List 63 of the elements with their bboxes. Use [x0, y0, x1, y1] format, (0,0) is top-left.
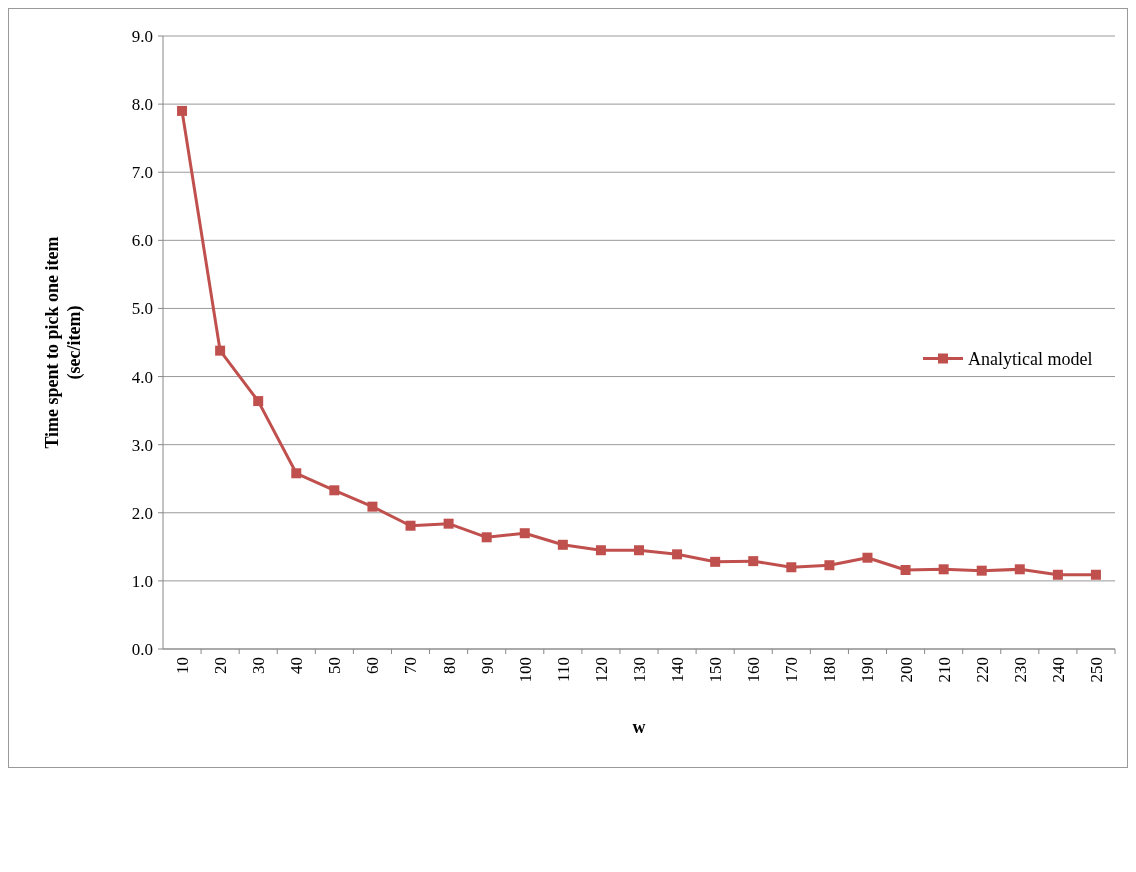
x-tick-label: 220 — [972, 657, 992, 683]
y-tick-label: 2.0 — [131, 503, 153, 523]
x-axis-title: w — [632, 717, 646, 737]
point — [215, 345, 226, 356]
x-tick-label: 90 — [477, 657, 497, 674]
x-tick-label: 250 — [1086, 657, 1106, 683]
x-tick-label: 140 — [668, 657, 688, 683]
x-tick-label: 40 — [287, 657, 307, 674]
point — [900, 564, 911, 575]
x-tick-label: 200 — [896, 657, 916, 683]
x-tick-label: 20 — [211, 657, 231, 674]
x-tick-label: 170 — [782, 657, 802, 683]
x-tick-label: 180 — [820, 657, 840, 683]
point — [519, 528, 530, 539]
x-tick-label: 210 — [934, 657, 954, 683]
point — [177, 105, 188, 116]
x-tick-label: 160 — [744, 657, 764, 683]
y-axis-title: Time spent to pick one item (sec/item) — [42, 236, 85, 449]
y-tick-label: 0.0 — [131, 639, 153, 659]
point — [786, 562, 797, 573]
point — [405, 520, 416, 531]
point — [710, 556, 721, 567]
point — [1052, 569, 1063, 580]
x-tick-label: 120 — [591, 657, 611, 683]
y-tick-label: 6.0 — [131, 231, 153, 251]
point — [976, 565, 987, 576]
x-tick-label: 240 — [1048, 657, 1068, 683]
x-tick-label: 50 — [325, 657, 345, 674]
x-tick-label: 150 — [706, 657, 726, 683]
y-tick-label: 3.0 — [131, 435, 153, 455]
point — [557, 539, 568, 550]
x-tick-label: 30 — [249, 657, 269, 674]
x-tick-label: 80 — [439, 657, 459, 674]
point — [481, 532, 492, 543]
x-tick-label: 190 — [858, 657, 878, 683]
point — [595, 545, 606, 556]
x-tick-label: 10 — [172, 657, 192, 674]
y-tick-label: 9.0 — [131, 26, 153, 46]
x-tick-label: 230 — [1010, 657, 1030, 683]
point — [862, 552, 873, 563]
point — [634, 545, 644, 556]
x-tick-label: 110 — [553, 657, 573, 682]
y-tick-label: 8.0 — [131, 95, 153, 115]
point — [329, 485, 340, 496]
y-tick-label: 5.0 — [131, 299, 153, 319]
point — [748, 556, 759, 567]
y-tick-label: 4.0 — [131, 367, 153, 387]
y-tick-label: 7.0 — [131, 163, 153, 183]
point — [1014, 564, 1025, 575]
point — [1090, 569, 1101, 580]
point — [367, 501, 378, 512]
point — [672, 549, 683, 560]
point — [443, 518, 454, 529]
point — [253, 396, 264, 407]
x-tick-label: 60 — [363, 657, 383, 674]
point — [938, 564, 949, 575]
x-tick-label: 100 — [515, 657, 535, 683]
x-tick-label: 130 — [629, 657, 649, 683]
x-tick-label: 70 — [401, 657, 421, 674]
legend-label: Analytical model — [968, 348, 1093, 369]
point — [291, 468, 302, 479]
y-tick-label: 1.0 — [131, 571, 153, 591]
point — [824, 560, 835, 571]
